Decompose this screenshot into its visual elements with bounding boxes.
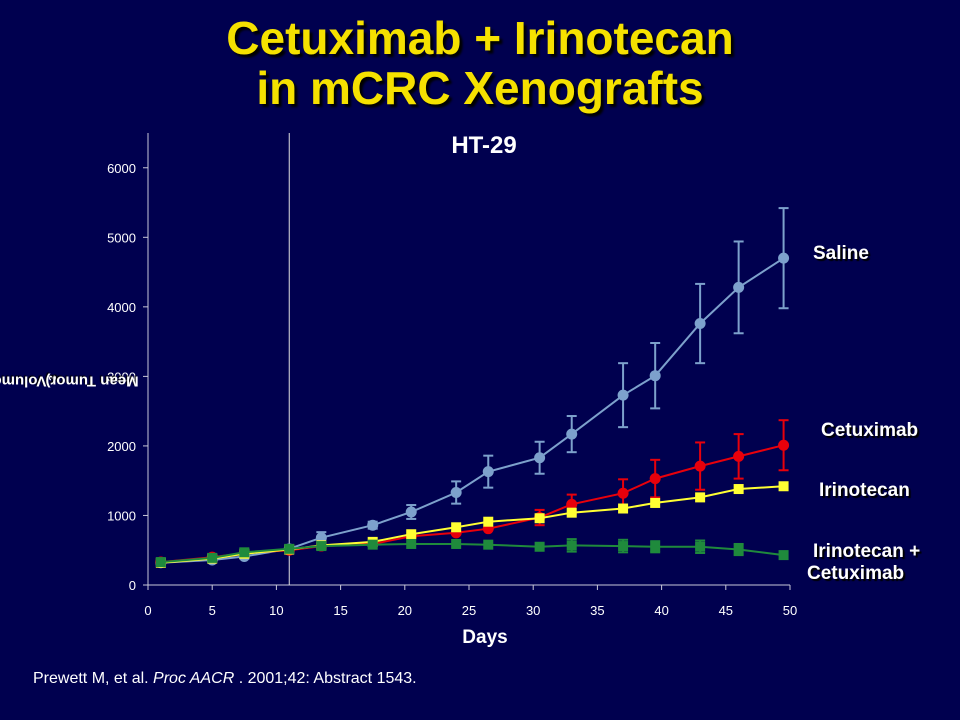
irinotecan-point (534, 513, 545, 524)
cetuximab-point (733, 450, 745, 462)
irinotecan-point (778, 481, 789, 492)
series-label-line: Saline (813, 243, 869, 264)
x-tick-label: 15 (333, 603, 347, 618)
source-citation: Prewett M, et al. Proc AACR . 2001;42: A… (33, 670, 417, 688)
x-tick-label: 35 (590, 603, 604, 618)
irinotecan-cetuximab-point (566, 540, 577, 551)
irinotecan-cetuximab-point (733, 544, 744, 555)
y-axis-label-text: Mean Tumor Volume (mm (0, 372, 139, 390)
x-tick-label: 0 (144, 603, 151, 618)
cetuximab-point (694, 460, 706, 472)
irinotecan-point (733, 484, 744, 495)
x-tick-label: 45 (719, 603, 733, 618)
irinotecan-point (695, 492, 706, 503)
saline-point (778, 252, 790, 264)
y-tick-label: 4000 (107, 300, 136, 315)
irinotecan-cetuximab-point (316, 541, 327, 552)
irinotecan-cetuximab-point (618, 541, 629, 552)
saline-point (617, 389, 629, 401)
series-label-line: Irinotecan (819, 480, 910, 501)
irinotecan-point (406, 529, 417, 540)
y-tick-label: 0 (129, 578, 136, 593)
y-tick-label: 2000 (107, 439, 136, 454)
series-label-line: Irinotecan + (813, 541, 921, 562)
source-journal: Proc AACR (153, 670, 235, 687)
cetuximab-point (617, 487, 629, 499)
series-label-line: Cetuximab (807, 563, 905, 584)
series-label-irinotecan-cetuximab: Irinotecan + Cetuximab (807, 541, 921, 585)
saline-line (160, 257, 785, 564)
x-tick-label: 25 (462, 603, 476, 618)
series-saline (155, 207, 790, 569)
series-label-irinotecan: Irinotecan (819, 480, 910, 502)
irinotecan-cetuximab-point (284, 543, 295, 554)
chart-subtitle: HT-29 (451, 132, 516, 159)
irinotecan-cetuximab-point (695, 541, 706, 552)
chart-title-line-1: Cetuximab + Irinotecan (226, 12, 734, 64)
y-tick-label: 3000 (107, 369, 136, 384)
irinotecan-cetuximab-point (367, 539, 378, 550)
irinotecan-cetuximab-line (160, 543, 784, 564)
irinotecan-cetuximab-point (534, 541, 545, 552)
series-irinotecan-cetuximab (155, 538, 789, 568)
axes (143, 133, 791, 590)
saline-point (367, 519, 379, 531)
saline-point (450, 487, 462, 499)
irinotecan-cetuximab-point (650, 541, 661, 552)
y-axis-label-close: ) (45, 372, 51, 390)
irinotecan-cetuximab-point (778, 550, 789, 561)
irinotecan-cetuximab-point (451, 538, 462, 549)
irinotecan-cetuximab-point (483, 539, 494, 550)
x-axis-label: Days (462, 627, 507, 648)
irinotecan-line (160, 485, 784, 564)
x-tick-label: 40 (654, 603, 668, 618)
source-rest: . 2001;42: Abstract 1543. (234, 670, 417, 687)
series-label-line: Cetuximab (821, 420, 919, 441)
cetuximab-point (778, 439, 790, 451)
data-marks (155, 207, 790, 569)
x-tick-label: 10 (269, 603, 283, 618)
x-tick-label: 20 (398, 603, 412, 618)
irinotecan-point (483, 516, 494, 527)
chart-title-line-2: in mCRC Xenografts (256, 62, 704, 114)
irinotecan-cetuximab-point (207, 552, 218, 563)
saline-point (534, 452, 546, 464)
saline-point (694, 318, 706, 330)
x-tick-label: 50 (783, 603, 797, 618)
irinotecan-point (618, 503, 629, 514)
tick-labels: 0 1000 2000 3000 4000 5000 6000 0 5 10 15 20 25 30 35 4… (107, 161, 797, 618)
cetuximab-point (566, 498, 578, 510)
saline-point (482, 466, 494, 478)
x-tick-label: 5 (209, 603, 216, 618)
series-label-cetuximab: Cetuximab (821, 420, 918, 442)
y-tick-label: 6000 (107, 161, 136, 176)
saline-point (566, 428, 578, 440)
irinotecan-point (650, 497, 661, 508)
saline-point (733, 281, 745, 293)
saline-point (649, 370, 661, 382)
irinotecan-cetuximab-point (155, 557, 166, 568)
series-cetuximab (155, 419, 790, 568)
y-tick-label: 1000 (107, 508, 136, 523)
saline-point (405, 506, 417, 518)
irinotecan-point (451, 522, 462, 533)
source-author: Prewett M, et al. (33, 670, 154, 687)
y-tick-label: 5000 (107, 230, 136, 245)
irinotecan-point (566, 507, 577, 518)
x-tick-label: 30 (526, 603, 540, 618)
series-label-saline: Saline (813, 243, 869, 265)
irinotecan-cetuximab-point (239, 547, 250, 558)
cetuximab-point (649, 473, 661, 485)
irinotecan-cetuximab-point (406, 538, 417, 549)
